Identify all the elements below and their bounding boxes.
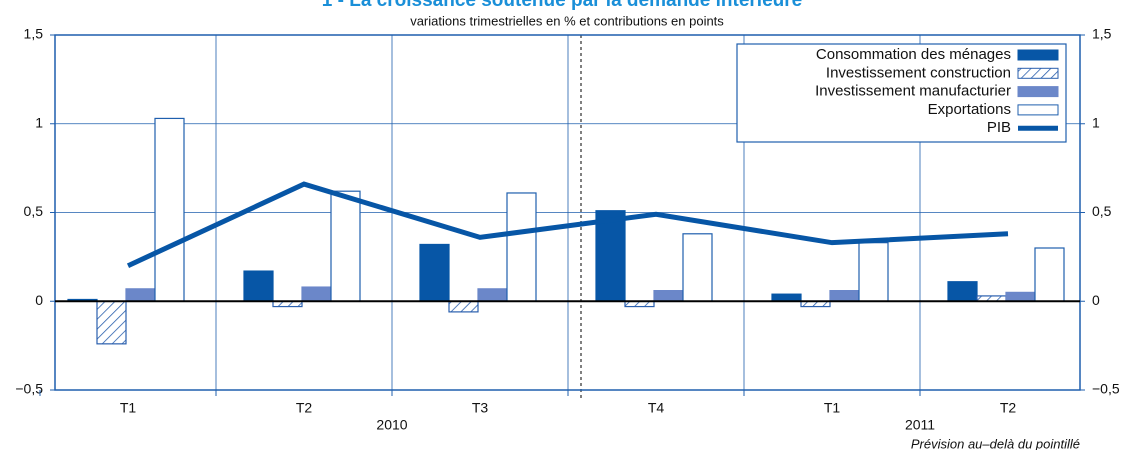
y-tick-label: 0 — [35, 292, 43, 308]
x-tick-label: T2 — [296, 400, 313, 416]
legend-label: Investissement construction — [826, 64, 1011, 81]
y-tick-label: −0,5 — [15, 381, 43, 397]
y-tick-label: 1 — [35, 114, 43, 130]
year-label: 2010 — [376, 417, 407, 433]
x-tick-label: T2 — [1000, 400, 1017, 416]
bar — [1034, 247, 1065, 302]
legend-swatch — [1017, 49, 1059, 61]
year-label: 2011 — [905, 417, 935, 433]
bar — [477, 288, 508, 302]
y2-tick-label: 1,5 — [1092, 26, 1112, 42]
bar — [301, 286, 332, 302]
y2-tick-label: 1 — [1092, 114, 1100, 130]
y2-tick-label: −0,5 — [1092, 381, 1120, 397]
y-tick-label: 0,5 — [24, 203, 44, 219]
bar — [125, 288, 156, 302]
bar — [419, 243, 450, 302]
legend-label: Exportations — [928, 101, 1011, 118]
legend-label: Consommation des ménages — [816, 46, 1011, 63]
bar — [653, 290, 684, 302]
legend-box — [736, 43, 1067, 143]
legend-swatch — [1017, 104, 1059, 116]
bar — [595, 210, 626, 302]
y-tick-label: 1,5 — [24, 26, 44, 42]
bar — [947, 281, 978, 302]
x-tick-label: T1 — [120, 400, 137, 416]
note: Prévision au–delà du pointillé — [911, 436, 1080, 450]
legend-swatch — [1017, 86, 1059, 98]
bar — [96, 300, 127, 345]
bar — [243, 270, 274, 302]
bar — [506, 192, 537, 302]
legend-swatch — [1017, 67, 1059, 79]
chart-subtitle: variations trimestrielles en % et contri… — [410, 13, 724, 28]
bar — [829, 290, 860, 302]
legend-label: PIB — [987, 119, 1011, 136]
x-tick-label: T1 — [824, 400, 841, 416]
bar — [154, 117, 185, 302]
legend-label: Investissement manufacturier — [815, 83, 1011, 100]
line — [126, 181, 1009, 269]
bar — [1005, 291, 1036, 302]
bar — [858, 242, 889, 302]
bar — [771, 293, 802, 302]
chart-title: 1 - La croissance soutenue par la demand… — [322, 0, 802, 11]
bar — [330, 190, 361, 302]
y2-tick-label: 0,5 — [1092, 203, 1112, 219]
bar — [448, 300, 479, 313]
y2-tick-label: 0 — [1092, 292, 1100, 308]
x-tick-label: T4 — [648, 400, 665, 416]
bar — [682, 233, 713, 302]
x-tick-label: T3 — [472, 400, 489, 416]
